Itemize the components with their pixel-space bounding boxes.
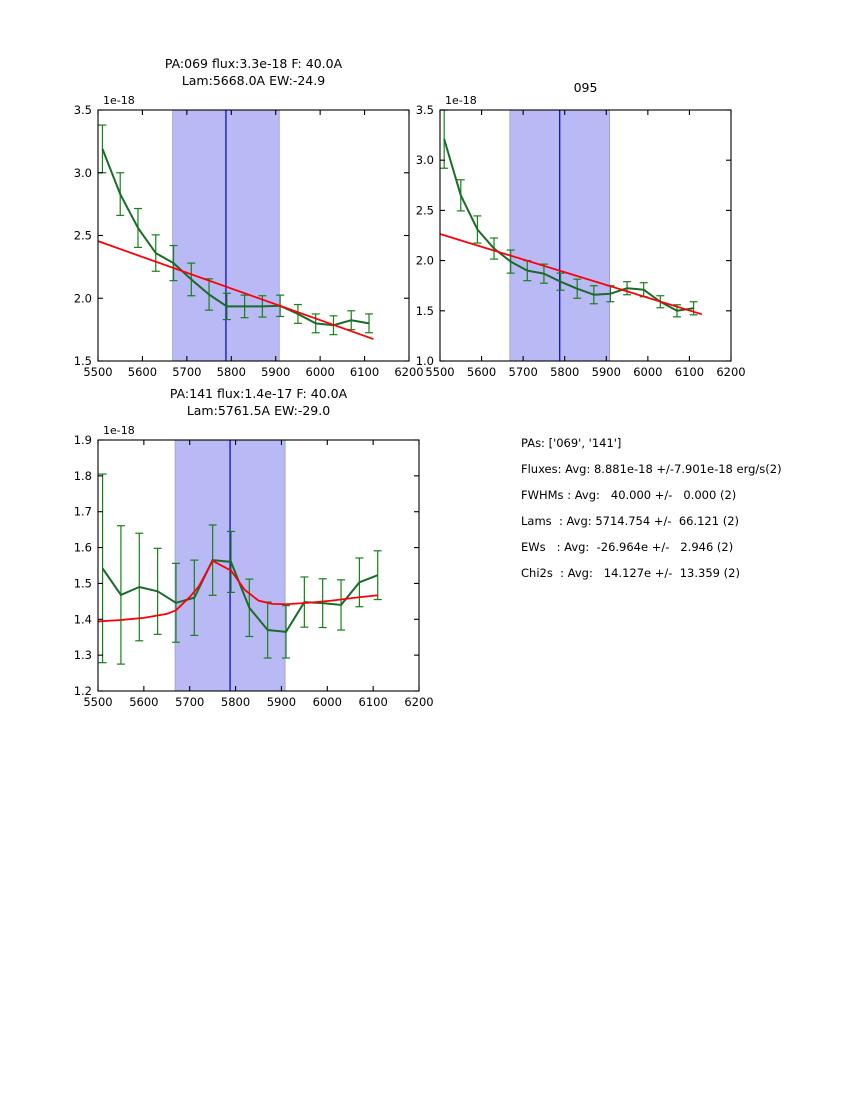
panel-pa-069-yticklabel: 3.0 bbox=[74, 166, 92, 180]
panel-pa-141-xticklabel: 6100 bbox=[359, 695, 388, 709]
panel-095-title-line-0: 095 bbox=[574, 80, 598, 95]
panel-pa-069-xticklabel: 6200 bbox=[394, 365, 423, 379]
panel-pa-069-yticklabel: 2.0 bbox=[74, 291, 92, 305]
panel-095-yticklabel: 2.5 bbox=[416, 203, 434, 217]
panel-pa-141-xticklabel: 5700 bbox=[175, 695, 204, 709]
panel-095-xticklabel: 5500 bbox=[425, 365, 454, 379]
panel-pa-141-yticklabel: 1.9 bbox=[74, 433, 92, 447]
panel-pa-141-yticklabel: 1.8 bbox=[74, 469, 92, 483]
panel-pa-141-axes-frame bbox=[97, 439, 420, 692]
panel-pa-069-xticklabel: 6100 bbox=[350, 365, 379, 379]
summary-line-fluxes: Fluxes: Avg: 8.881e-18 +/-7.901e-18 erg/… bbox=[521, 462, 782, 476]
panel-095-xticklabel: 5900 bbox=[592, 365, 621, 379]
panel-095-xticklabel: 6000 bbox=[633, 365, 662, 379]
panel-pa-141-yticklabel: 1.7 bbox=[74, 505, 92, 519]
panel-pa-141-xticklabel: 6000 bbox=[313, 695, 342, 709]
panel-pa-069-xticklabel: 5900 bbox=[261, 365, 290, 379]
panel-pa-069-xticklabel: 5800 bbox=[217, 365, 246, 379]
panel-095-xticklabel: 5600 bbox=[467, 365, 496, 379]
panel-pa-069-series-continuum-fit bbox=[97, 240, 374, 340]
panel-pa-141-svg: PA:141 flux:1.4e-17 F: 40.0A Lam:5761.5A … bbox=[74, 386, 434, 709]
panel-pa-141-xticklabel: 5500 bbox=[83, 695, 112, 709]
panel-pa-069-yticklabel: 3.5 bbox=[74, 103, 92, 117]
panel-095-yticklabel: 3.0 bbox=[416, 153, 434, 167]
summary-text-block: PAs: ['069', '141'] Fluxes: Avg: 8.881e-… bbox=[521, 430, 841, 586]
panel-095-axes-frame bbox=[439, 109, 732, 362]
panel-pa-141-yticklabel: 1.2 bbox=[74, 684, 92, 698]
panel-pa-141-yticklabel: 1.5 bbox=[74, 576, 92, 590]
panel-pa-141-xticklabel: 5900 bbox=[267, 695, 296, 709]
summary-line-fwhms: FWHMs : Avg: 40.000 +/- 0.000 (2) bbox=[521, 488, 737, 502]
panel-095-series-continuum-fit bbox=[439, 233, 703, 316]
panel-pa-141-yticklabel: 1.3 bbox=[74, 648, 92, 662]
panel-pa-069-yticklabel: 2.5 bbox=[74, 229, 92, 243]
panel-pa-141-y-offset-label: 1e-18 bbox=[103, 424, 135, 437]
panel-095-yticklabel: 3.5 bbox=[416, 103, 434, 117]
plot-panel-pa-069: PA:069 flux:3.3e-18 F: 40.0A Lam:5668.0A … bbox=[38, 50, 435, 387]
panel-pa-069-title-line-1: Lam:5668.0A EW:-24.9 bbox=[182, 73, 325, 88]
panel-pa-141-xticklabel: 6200 bbox=[404, 695, 433, 709]
panel-pa-141-yticklabel: 1.6 bbox=[74, 541, 92, 555]
panel-pa-069-xticklabel: 5700 bbox=[172, 365, 201, 379]
panel-095-xticklabel: 6200 bbox=[716, 365, 745, 379]
panel-pa-141-title-line-1: Lam:5761.5A EW:-29.0 bbox=[187, 403, 330, 418]
summary-line-chi2s: Chi2s : Avg: 14.127e +/- 13.359 (2) bbox=[521, 566, 740, 580]
panel-095-yticklabel: 2.0 bbox=[416, 254, 434, 268]
panel-pa-069-xticklabel: 5500 bbox=[83, 365, 112, 379]
panel-095-yticklabel: 1.0 bbox=[416, 354, 434, 368]
panel-pa-141-yticklabel: 1.4 bbox=[74, 612, 92, 626]
summary-line-lams: Lams : Avg: 5714.754 +/- 66.121 (2) bbox=[521, 514, 740, 528]
plot-panel-095: 095 5500 5600 5700 5800 5900 6000 6100 6200 1.0 1.… bbox=[380, 50, 757, 387]
panel-pa-141-title-line-0: PA:141 flux:1.4e-17 F: 40.0A bbox=[170, 386, 348, 401]
panel-pa-069-svg: PA:069 flux:3.3e-18 F: 40.0A Lam:5668.0A … bbox=[74, 56, 424, 379]
panel-095-xticklabel: 6100 bbox=[675, 365, 704, 379]
panel-pa-141-error-bars bbox=[98, 473, 382, 665]
panel-095-svg: 095 5500 5600 5700 5800 5900 6000 6100 6200 1.0 1.… bbox=[416, 80, 746, 379]
summary-line-pas: PAs: ['069', '141'] bbox=[521, 436, 622, 450]
panel-pa-141-series-continuum-fit bbox=[97, 559, 378, 623]
panel-pa-141-xticklabel: 5600 bbox=[129, 695, 158, 709]
panel-pa-141-xticklabel: 5800 bbox=[221, 695, 250, 709]
panel-095-xticklabel: 5800 bbox=[550, 365, 579, 379]
summary-line-ews: EWs : Avg: -26.964e +/- 2.946 (2) bbox=[521, 540, 734, 554]
panel-095-series-spectrum bbox=[443, 138, 694, 312]
panel-pa-069-xticklabel: 6000 bbox=[306, 365, 335, 379]
panel-pa-069-title-line-0: PA:069 flux:3.3e-18 F: 40.0A bbox=[165, 56, 343, 71]
plot-panel-pa-141: PA:141 flux:1.4e-17 F: 40.0A Lam:5761.5A … bbox=[38, 380, 445, 717]
panel-pa-069-yticklabel: 1.5 bbox=[74, 354, 92, 368]
panel-095-y-offset-label: 1e-18 bbox=[445, 94, 477, 107]
panel-pa-069-xticklabel: 5600 bbox=[128, 365, 157, 379]
panel-095-yticklabel: 1.5 bbox=[416, 304, 434, 318]
panel-pa-069-y-offset-label: 1e-18 bbox=[103, 94, 135, 107]
panel-095-xticklabel: 5700 bbox=[509, 365, 538, 379]
panel-pa-069-series-spectrum bbox=[101, 148, 370, 327]
